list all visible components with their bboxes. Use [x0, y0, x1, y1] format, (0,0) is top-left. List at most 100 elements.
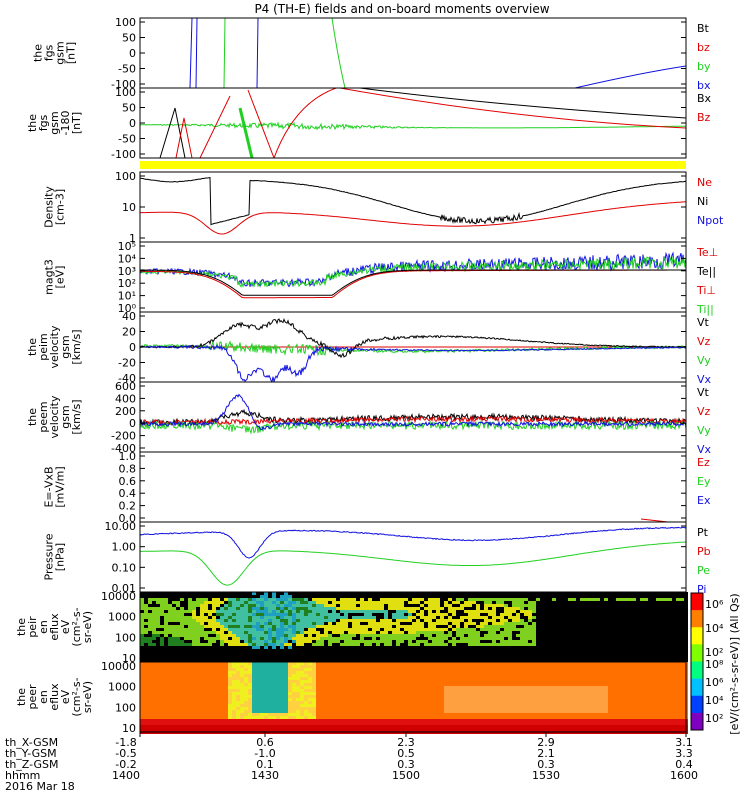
spectrogram-cell [240, 622, 244, 625]
spectrogram-cell [512, 616, 516, 619]
spectrogram-cell [680, 643, 684, 646]
spectrogram-cell [624, 607, 628, 610]
spectrogram-cell [284, 692, 288, 695]
spectrogram-cell [264, 725, 268, 728]
vx-trace [140, 346, 686, 382]
spectrogram-cell [368, 692, 372, 695]
spectrogram-cell [192, 707, 196, 710]
spectrogram-cell [292, 598, 296, 601]
spectrogram-cell [636, 604, 640, 607]
spectrogram-cell [228, 655, 232, 658]
spectrogram-cell [296, 607, 300, 610]
spectrogram-cell [264, 677, 268, 680]
spectrogram-cell [496, 652, 500, 655]
spectrogram-cell [380, 640, 384, 643]
spectrogram-cell [228, 728, 232, 731]
spectrogram-cell [576, 598, 580, 601]
spectrogram-cell [300, 695, 304, 698]
spectrogram-cell [184, 668, 188, 671]
spectrogram-cell [384, 643, 388, 646]
spectrogram-cell [544, 631, 548, 634]
spectrogram-cell [212, 658, 216, 661]
spectrogram-cell [392, 649, 396, 652]
spectrogram-cell [180, 655, 184, 658]
spectrogram-cell [144, 619, 148, 622]
spectrogram-cell [280, 634, 284, 637]
spectrogram-cell [392, 625, 396, 628]
spectrogram-cell [356, 595, 360, 598]
spectrogram-cell [488, 616, 492, 619]
spectrogram-cell [568, 607, 572, 610]
spectrogram-cell [628, 634, 632, 637]
spectrogram-cell [160, 671, 164, 674]
spectrogram-cell [520, 643, 524, 646]
spectrogram-cell [320, 619, 324, 622]
spectrogram-cell [268, 689, 272, 692]
spectrogram-cell [612, 604, 616, 607]
spectrogram-cell [300, 652, 304, 655]
spectrogram-cell [464, 646, 468, 649]
spectrogram-cell [172, 692, 176, 695]
y-tick-label: 50 [122, 32, 136, 45]
spectrogram-cell [476, 634, 480, 637]
spectrogram-cell [176, 719, 180, 722]
spectrogram-cell [564, 658, 568, 661]
spectrogram-cell [336, 728, 340, 731]
spectrogram-cell [360, 604, 364, 607]
spectrogram-cell [200, 668, 204, 671]
spectrogram-cell [332, 631, 336, 634]
spectrogram-cell [160, 622, 164, 625]
spectrogram-cell [532, 634, 536, 637]
spectrogram-cell [460, 625, 464, 628]
spectrogram-cell [208, 628, 212, 631]
spectrogram-cell [156, 707, 160, 710]
spectrogram-cell [156, 628, 160, 631]
spectrogram-cell [596, 640, 600, 643]
spectrogram-cell [652, 634, 656, 637]
spectrogram-cell [672, 625, 676, 628]
spectrogram-cell [260, 728, 264, 731]
spectrogram-cell [316, 625, 320, 628]
spectrogram-cell [492, 625, 496, 628]
spectrogram-cell [268, 613, 272, 616]
spectrogram-cell [304, 598, 308, 601]
spectrogram-cell [632, 595, 636, 598]
spectrogram-cell [156, 613, 160, 616]
spectrogram-cell [580, 601, 584, 604]
spectrogram-cell [348, 637, 352, 640]
spectrogram-cell [244, 716, 248, 719]
spectrogram-cell [484, 643, 488, 646]
spectrogram-cell [288, 674, 292, 677]
spectrogram-cell [328, 640, 332, 643]
spectrogram-cell [528, 616, 532, 619]
spectrogram-cell [448, 655, 452, 658]
spectrogram-cell [304, 713, 308, 716]
spectrogram-cell [192, 631, 196, 634]
spectrogram-cell [184, 649, 188, 652]
spectrogram-cell [236, 728, 240, 731]
spectrogram-cell [288, 719, 292, 722]
spectrogram-cell [392, 607, 396, 610]
spectrogram-cell [420, 610, 424, 613]
spectrogram-cell [236, 695, 240, 698]
spectrogram-cell [476, 658, 480, 661]
spectrogram-cell [180, 725, 184, 728]
spectrogram-cell [196, 652, 200, 655]
spectrogram-cell [368, 719, 372, 722]
spectrogram-cell [480, 646, 484, 649]
y-tick-label: 100 [115, 170, 136, 183]
spectrogram-cell [264, 728, 268, 731]
spectrogram-cell [216, 652, 220, 655]
spectrogram-cell [268, 713, 272, 716]
spectrogram-cell [612, 616, 616, 619]
spectrogram-cell [368, 613, 372, 616]
spectrogram-cell [288, 677, 292, 680]
spectrogram-cell [272, 637, 276, 640]
spectrogram-cell [464, 601, 468, 604]
spectrogram-cell [192, 649, 196, 652]
spectrogram-cell [660, 601, 664, 604]
spectrogram-cell [432, 622, 436, 625]
spectrogram-cell [560, 622, 564, 625]
spectrogram-cell [544, 646, 548, 649]
